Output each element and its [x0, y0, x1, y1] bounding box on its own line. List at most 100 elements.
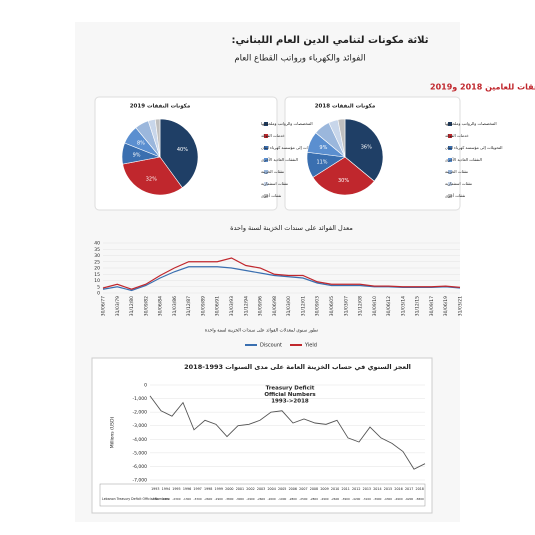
x-tick-label: 31/12/94	[243, 296, 249, 316]
table-value: -3100	[363, 497, 371, 501]
x-tick-label: 31/03/21	[458, 296, 464, 316]
table-year: 2002	[246, 487, 254, 491]
table-year: 1993	[151, 487, 159, 491]
pie-title: مكونات النفقات 2019	[130, 103, 191, 110]
table-value: -1900	[278, 497, 286, 501]
pie-slice	[154, 118, 161, 158]
table-value: -800	[152, 497, 159, 501]
series-line	[102, 266, 461, 292]
slice-label: 30%	[338, 178, 349, 184]
table-value: -3300	[194, 497, 202, 501]
legend-label: نفقات أخرى	[261, 193, 281, 198]
legend-swatch	[264, 146, 268, 150]
x-tick-label: 31/03/86	[172, 296, 178, 316]
table-value: -4300	[384, 497, 392, 501]
x-tick-label: 31/03/07	[343, 296, 349, 316]
table-value: -1300	[183, 497, 191, 501]
legend-swatch	[448, 182, 452, 186]
y-tick-label: -1,000	[132, 396, 147, 402]
legend-swatch	[448, 158, 452, 162]
pie-slice	[344, 118, 384, 182]
y-tick-label: 20	[94, 266, 100, 272]
table-value: -4900	[394, 497, 402, 501]
table-year: 1995	[172, 487, 180, 491]
legend-label: المخصصات والرواتب وملحقاتها	[261, 121, 313, 126]
legend-label: نفقات استثمارية	[261, 181, 288, 186]
pie-slice	[312, 156, 375, 196]
legend-label: النفقات العادية الأخرى	[261, 157, 298, 162]
x-tick-label: 30/06/12	[386, 296, 392, 316]
y-tick-label: 0	[97, 291, 100, 297]
y-tick-label: -5,000	[132, 450, 147, 456]
x-tick-label: 30/09/82	[143, 296, 149, 316]
title: ثلاثة مكونات لتنامي الدين العام اللبناني…	[231, 35, 428, 46]
pie-title: مكونات النفقات 2018	[315, 103, 376, 110]
panel-title: مكونات النفقات للعامين 2018 و2019	[430, 83, 535, 92]
legend-label: خدمات الفوائد	[261, 133, 285, 138]
table-year: 1998	[204, 487, 212, 491]
slice-label: 11%	[316, 160, 327, 166]
table-year: 2010	[331, 487, 339, 491]
table-value: -3900	[373, 497, 381, 501]
y-tick-label: 15	[94, 272, 100, 278]
chart-subtitle: تطور سنوي لمعدلات الفوائد على سندات الخز…	[205, 329, 319, 334]
legend-swatch	[448, 146, 452, 150]
table-year: 1999	[215, 487, 223, 491]
legend-label: التحويلات إلى مؤسسة كهرباء لبنان	[445, 145, 502, 151]
legend-swatch	[448, 194, 452, 198]
table-year: 2000	[225, 487, 233, 491]
x-tick-label: 31/03/93	[229, 296, 235, 316]
table-year: 2006	[289, 487, 297, 491]
legend-label: Yield	[304, 343, 317, 349]
series-line	[102, 257, 461, 290]
x-tick-label: 30/09/89	[200, 296, 206, 316]
legend-swatch	[264, 134, 268, 138]
table-value: -2800	[310, 497, 318, 501]
slice-label: 36%	[361, 144, 372, 150]
table-value: -2000	[268, 497, 276, 501]
table-year: 2016	[394, 487, 402, 491]
table-year: 2018	[416, 487, 424, 491]
table-frame	[99, 483, 426, 507]
table-year: 2003	[257, 487, 265, 491]
pie-slice	[122, 156, 183, 196]
table-label: Lebanon Treasury Deficit Official Number…	[102, 497, 169, 501]
table-year: 2014	[373, 487, 381, 491]
table-year: 2001	[236, 487, 244, 491]
y-tick-label: 40	[94, 241, 100, 247]
table-year: 2012	[352, 487, 360, 491]
y-tick-label: -6,000	[132, 464, 147, 470]
legend-swatch	[264, 122, 268, 126]
y-tick-label: 5	[97, 284, 100, 290]
legend-swatch	[264, 182, 268, 186]
x-tick-label: 31/12/80	[129, 296, 135, 316]
x-tick-label: 30/06/05	[329, 296, 335, 316]
x-tick-label: 31/12/87	[186, 296, 192, 316]
table-year: 2008	[310, 487, 318, 491]
legend-swatch	[448, 134, 452, 138]
legend-label: التحويلات إلى مؤسسة كهرباء لبنان	[261, 145, 318, 151]
table-year: 1996	[183, 487, 191, 491]
legend-label: النفقات العادية الأخرى	[445, 157, 482, 162]
chart-title: معدل الفوائد على سندات الخزينة لسنة واحد…	[230, 224, 353, 232]
legend-label: Discount	[260, 343, 282, 349]
chart-title: العجز السنوي في حساب الخزينة العامة على …	[184, 363, 411, 371]
slice-label: 8%	[137, 141, 145, 147]
inner-title: Official Numbers	[264, 392, 316, 398]
legend-swatch	[264, 194, 268, 198]
table-value: -2300	[172, 497, 180, 501]
x-tick-label: 30/09/03	[315, 296, 321, 316]
table-value: -2600	[257, 497, 265, 501]
x-tick-label: 31/12/01	[300, 296, 306, 316]
table-year: 2007	[299, 487, 307, 491]
slice-label: 32%	[146, 176, 157, 182]
y-tick-label: -2,000	[132, 410, 147, 416]
table-year: 2017	[405, 487, 413, 491]
x-tick-label: 30/06/91	[215, 296, 221, 316]
table-value: -2500	[299, 497, 307, 501]
x-tick-label: 30/09/17	[429, 296, 435, 316]
x-tick-label: 31/03/14	[400, 296, 406, 316]
x-tick-label: 30/09/96	[258, 296, 264, 316]
table-value: -2600	[331, 497, 339, 501]
